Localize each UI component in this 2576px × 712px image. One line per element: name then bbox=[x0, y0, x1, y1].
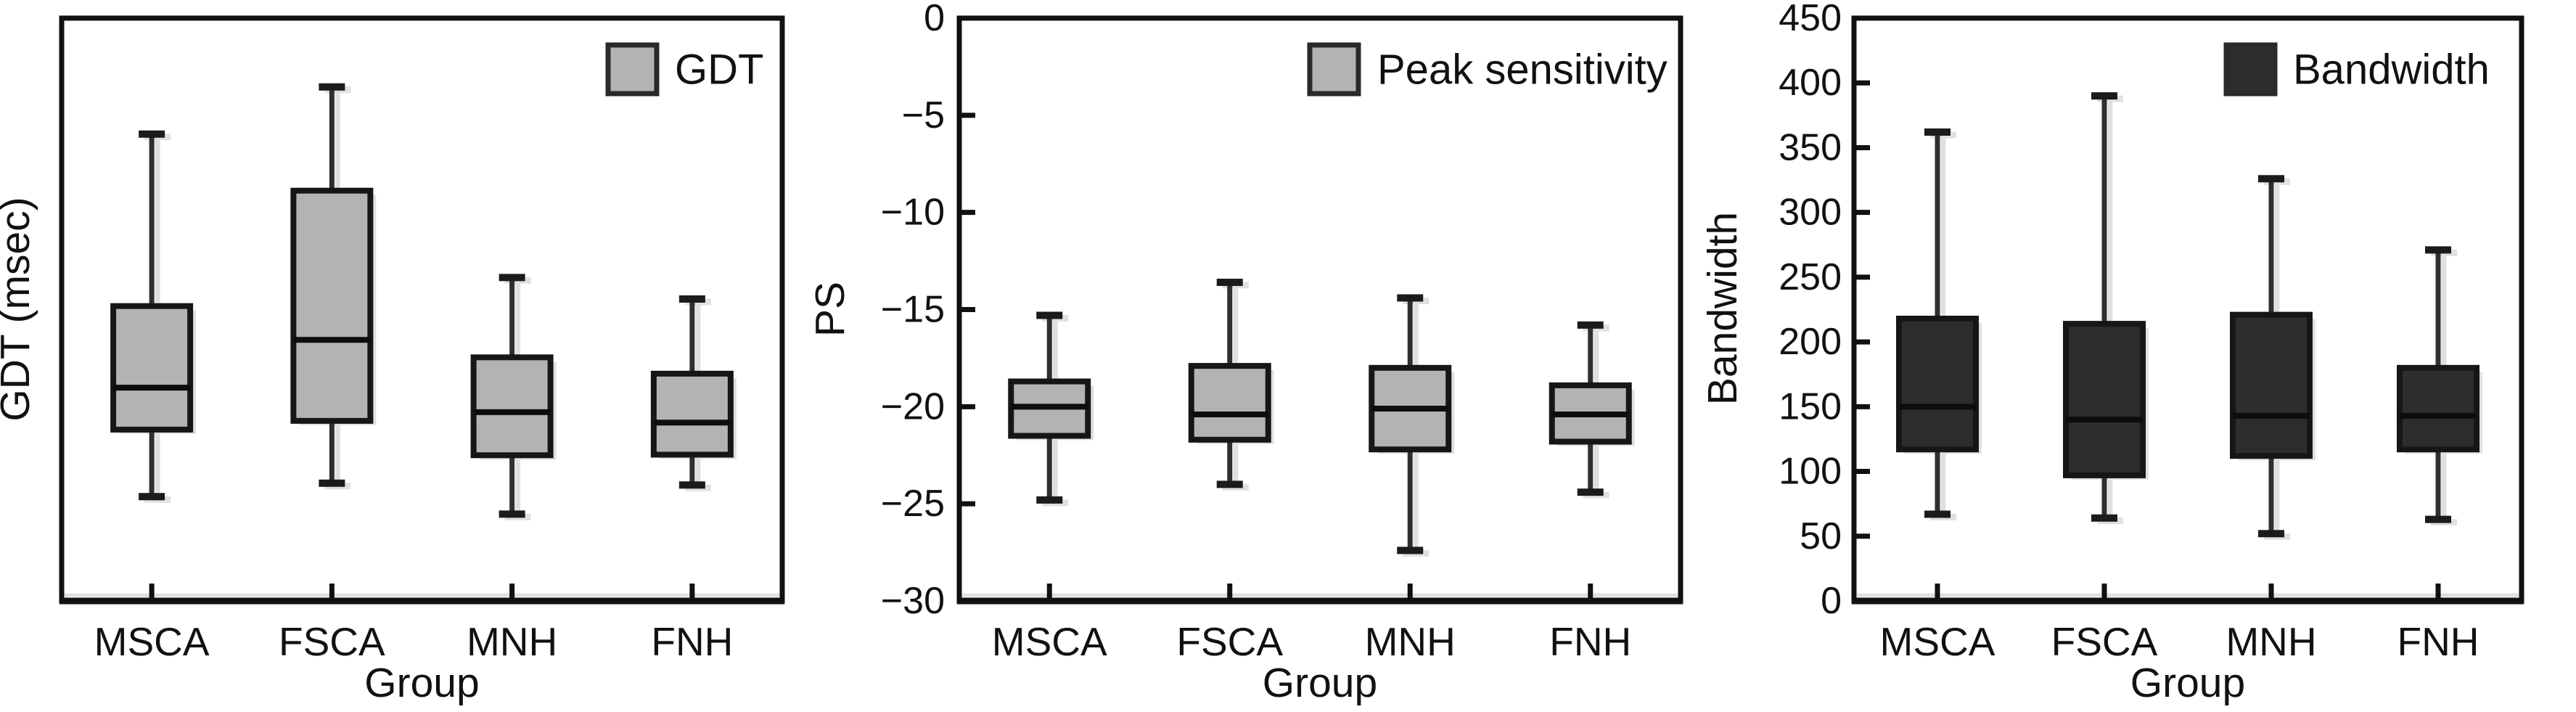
y-tick-label: −15 bbox=[881, 289, 945, 331]
y-axis-label: Bandwidth bbox=[1699, 212, 1746, 405]
y-axis-label: GDT (msec) bbox=[0, 197, 38, 421]
legend-label: Peak sensitivity bbox=[1377, 46, 1668, 94]
y-tick-label: 450 bbox=[1779, 0, 1842, 39]
x-axis-label: Group bbox=[1263, 660, 1377, 706]
y-tick-label: 100 bbox=[1779, 451, 1842, 493]
y-tick-label: 250 bbox=[1779, 256, 1842, 298]
x-tick-label: FNH bbox=[651, 619, 733, 664]
y-tick-label: −10 bbox=[881, 192, 945, 234]
box bbox=[650, 370, 734, 458]
x-axis-label: Group bbox=[2130, 660, 2245, 706]
y-tick-label: −25 bbox=[881, 483, 945, 525]
x-tick-label: FSCA bbox=[279, 619, 385, 664]
legend-label: GDT bbox=[675, 46, 763, 94]
y-axis-label: PS bbox=[807, 282, 853, 337]
x-tick-label: MNH bbox=[1365, 619, 1456, 664]
y-tick-label: 50 bbox=[1800, 515, 1842, 557]
box bbox=[110, 303, 194, 433]
x-tick-label: FNH bbox=[1549, 619, 1631, 664]
y-tick-label: 400 bbox=[1779, 62, 1842, 104]
legend-swatch bbox=[2223, 42, 2278, 97]
box bbox=[2397, 364, 2479, 453]
x-axis-label: Group bbox=[364, 660, 479, 706]
plot-frame bbox=[1851, 15, 2524, 604]
y-tick-label: −20 bbox=[881, 385, 945, 427]
y-tick-label: 0 bbox=[1821, 580, 1842, 622]
legend-label: Bandwidth bbox=[2293, 46, 2490, 94]
y-tick-label: −30 bbox=[881, 580, 945, 622]
plot-frame bbox=[956, 15, 1683, 604]
x-tick-label: MSCA bbox=[1880, 619, 1995, 664]
x-tick-label: MNH bbox=[2226, 619, 2316, 664]
legend-swatch bbox=[1307, 42, 1361, 97]
y-tick-label: 200 bbox=[1779, 321, 1842, 363]
x-tick-label: FNH bbox=[2397, 619, 2479, 664]
legend-swatch bbox=[605, 42, 660, 97]
y-tick-label: 150 bbox=[1779, 385, 1842, 427]
y-tick-label: 0 bbox=[924, 0, 945, 39]
y-tick-label: −5 bbox=[902, 94, 945, 136]
y-tick-label: 300 bbox=[1779, 192, 1842, 234]
box bbox=[470, 354, 554, 459]
box bbox=[1188, 363, 1271, 443]
x-tick-label: FSCA bbox=[2051, 619, 2158, 664]
x-tick-label: FSCA bbox=[1176, 619, 1283, 664]
x-tick-label: MNH bbox=[467, 619, 557, 664]
x-tick-label: MSCA bbox=[992, 619, 1107, 664]
box bbox=[2063, 321, 2146, 478]
box bbox=[2230, 311, 2313, 459]
x-tick-label: MSCA bbox=[94, 619, 210, 664]
box bbox=[1896, 315, 1979, 453]
y-tick-label: 350 bbox=[1779, 126, 1842, 168]
box bbox=[290, 187, 374, 424]
